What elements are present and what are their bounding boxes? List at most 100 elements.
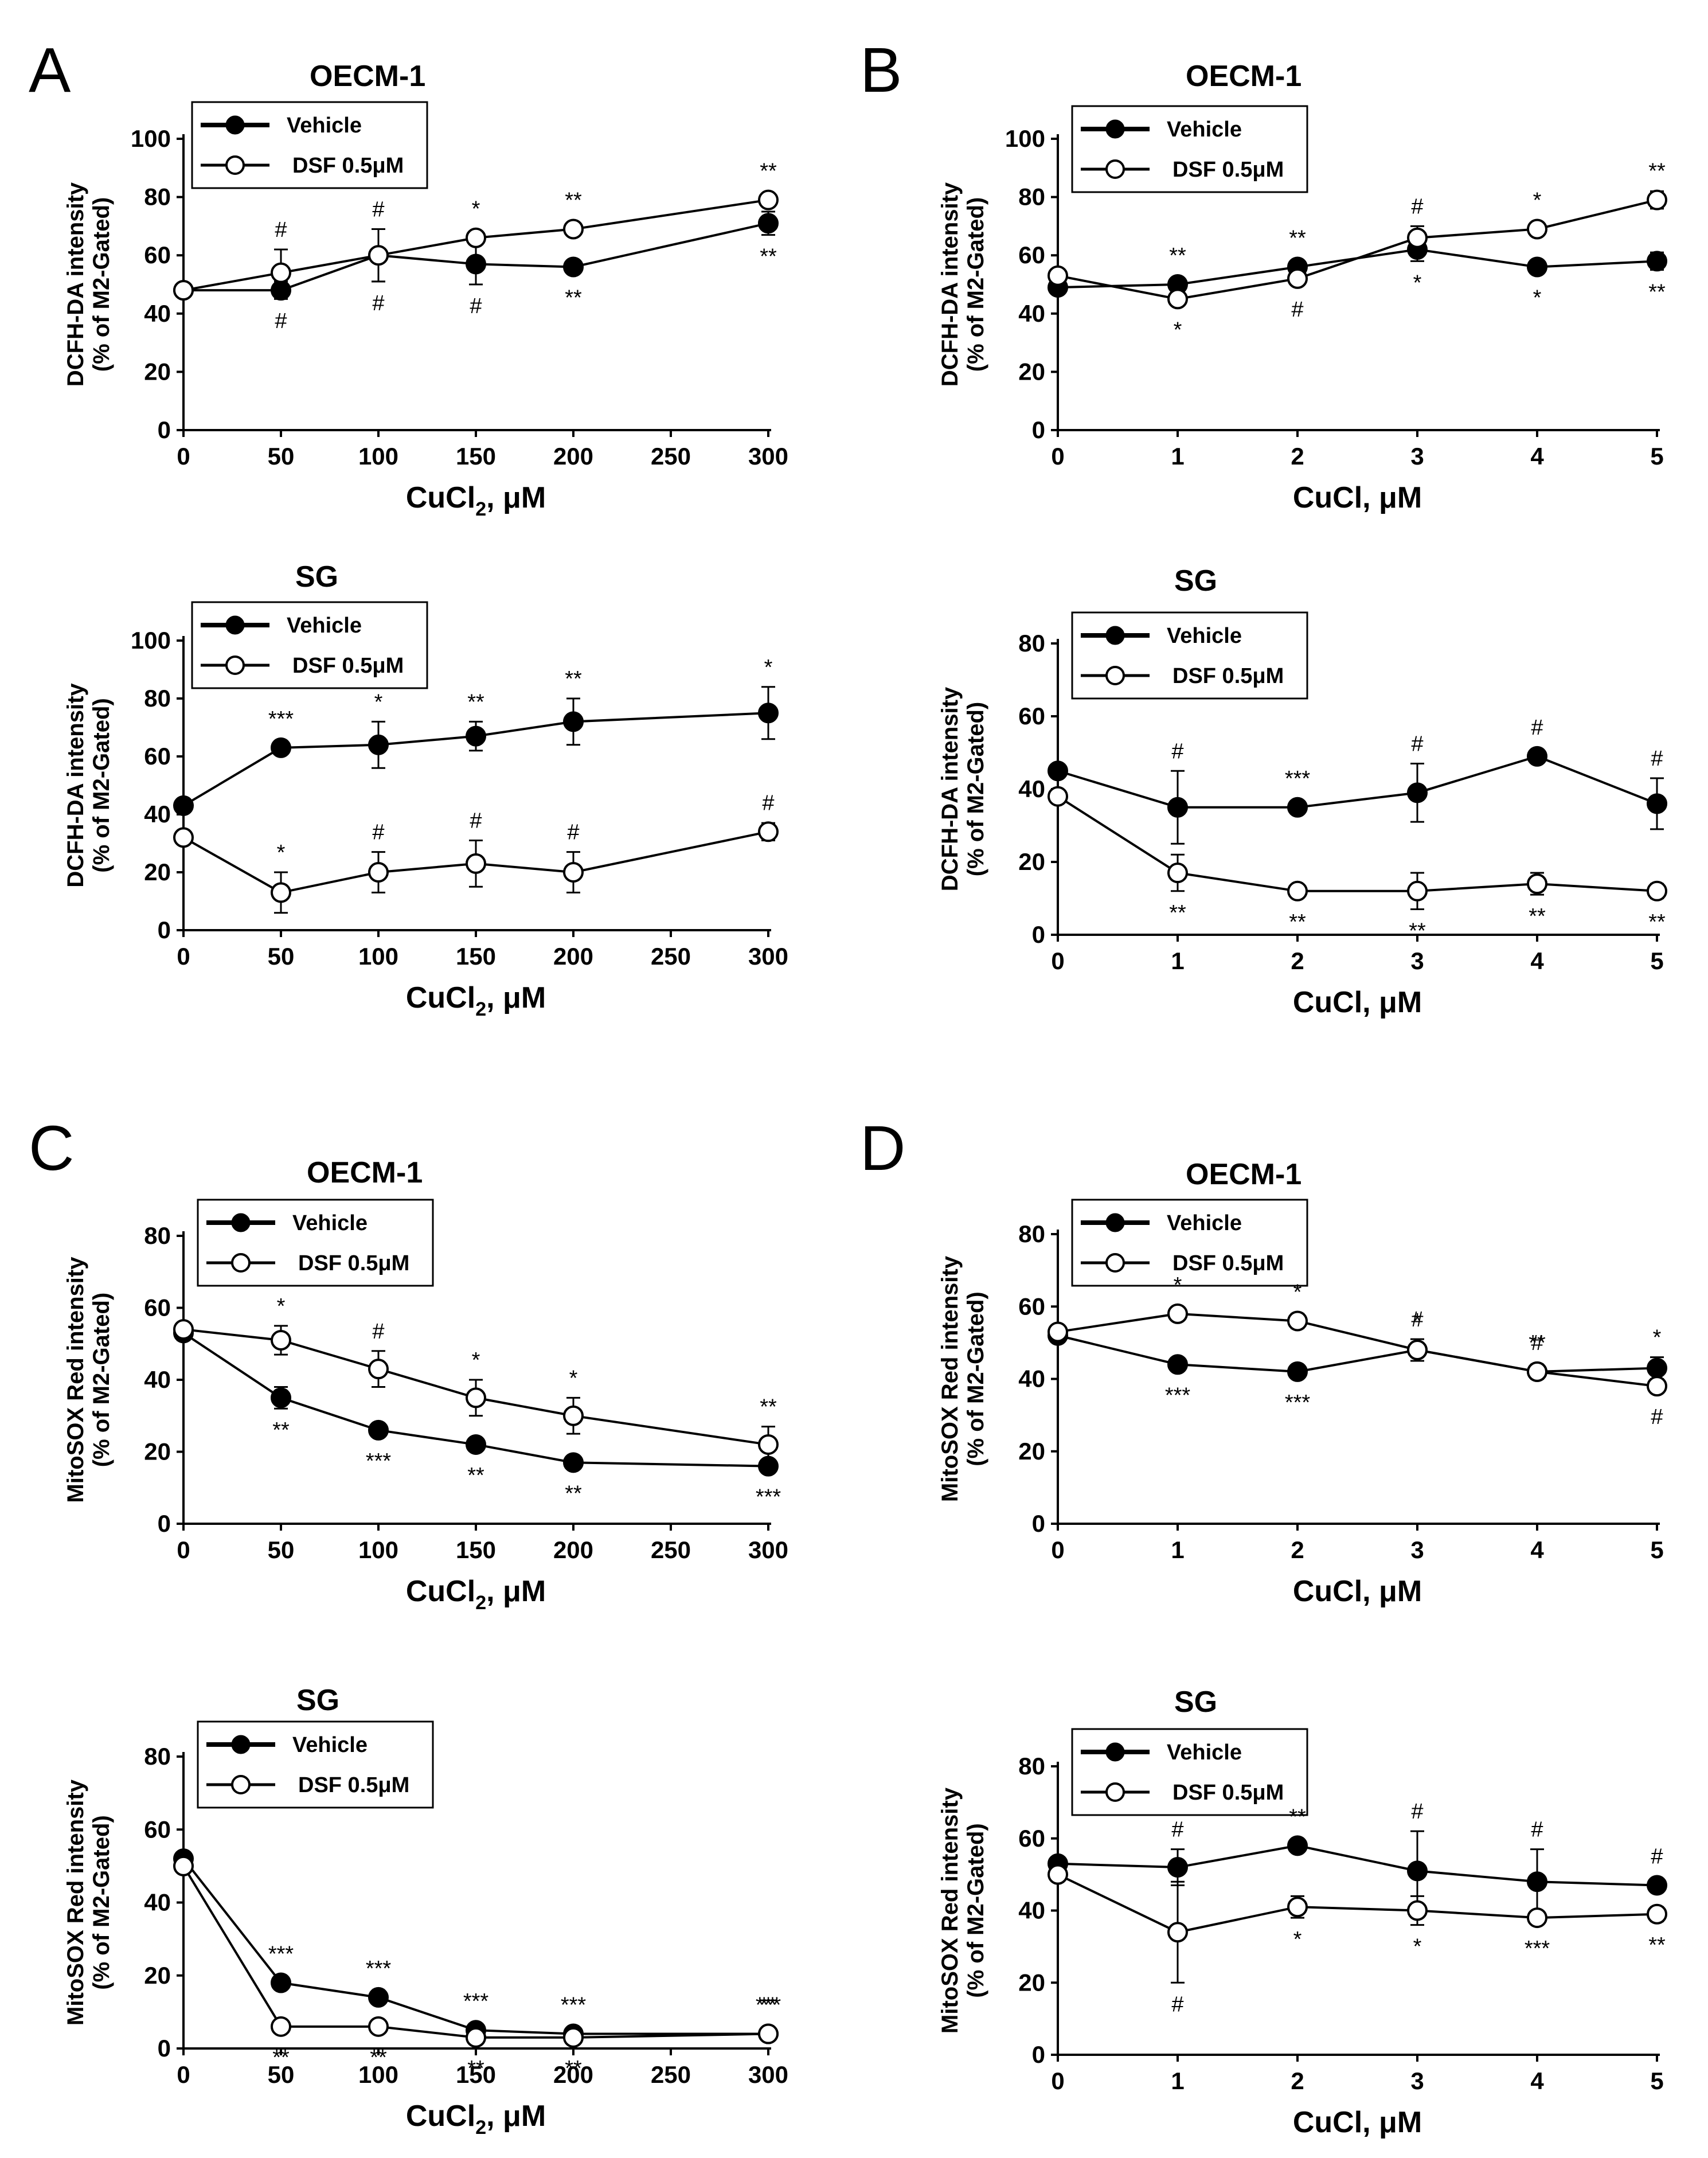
significance-label: * — [764, 655, 773, 680]
y-axis-label: MitoSOX Red intensity — [63, 1256, 88, 1503]
y-tick-label: 100 — [131, 125, 171, 152]
x-tick-label: 5 — [1650, 947, 1663, 974]
significance-label: ** — [1648, 280, 1666, 304]
y-tick-label: 20 — [1018, 1969, 1045, 1996]
x-axis-label-sub: 2 — [475, 2117, 486, 2139]
data-point — [1407, 1860, 1428, 1882]
data-point — [1407, 782, 1428, 803]
legend: Vehicle DSF 0.5μM — [1071, 1728, 1308, 1816]
legend-dsf-label: DSF 0.5μM — [1172, 664, 1284, 688]
significance-label: # — [1411, 194, 1423, 218]
x-axis-label-sub: 2 — [475, 998, 486, 1020]
data-point — [1647, 189, 1667, 210]
data-point — [563, 862, 584, 883]
legend: Vehicle DSF 0.5μM — [1071, 611, 1308, 700]
significance-label: ** — [467, 2056, 484, 2081]
x-tick-label: 1 — [1171, 2067, 1184, 2094]
series-line — [1057, 1873, 1658, 1934]
legend-dsf-marker — [225, 155, 245, 175]
y-tick-label: 0 — [158, 416, 171, 443]
legend-vehicle-marker — [1105, 1742, 1125, 1762]
series-line — [182, 1857, 768, 2035]
legend-dsf-marker — [231, 1253, 251, 1273]
y-tick-label: 20 — [144, 1438, 171, 1465]
series-dsf: * *### — [1048, 1273, 1667, 1429]
y-tick-label: 40 — [144, 801, 171, 828]
significance-label: *** — [268, 707, 294, 731]
y-axis-label: MitoSOX Red intensity — [937, 1255, 963, 1502]
y-tick-label: 20 — [144, 858, 171, 885]
chart-d1: OECM-1 0 20 40 60 80 0 1 2 3 4 5 CuCl, μM MitoSOX Red… — [937, 1158, 1667, 1608]
legend-dsf-label: DSF 0.5μM — [1172, 158, 1284, 182]
chart-title: SG — [1174, 564, 1217, 598]
x-tick-label: 250 — [651, 2061, 691, 2088]
y-tick-label: 0 — [1032, 921, 1045, 948]
significance-label: * — [1653, 1326, 1662, 1350]
series-dsf: *#**** — [173, 1294, 779, 1464]
data-point — [466, 725, 486, 747]
data-point — [1287, 1361, 1308, 1382]
data-point — [563, 2027, 584, 2048]
x-tick-label: 1 — [1171, 1536, 1184, 1563]
x-tick-label: 150 — [456, 1536, 496, 1563]
x-axis-label-main: CuCl, μM — [1293, 2106, 1422, 2139]
y-tick-label: 40 — [1018, 1897, 1045, 1924]
significance-label: # — [470, 294, 482, 318]
x-tick-label: 0 — [1051, 443, 1064, 470]
data-point — [1048, 1321, 1068, 1343]
panel-letter-a: A — [29, 35, 71, 106]
series-vehicle: # *** # # # — [1048, 716, 1667, 845]
significance-label: # — [372, 197, 384, 221]
x-tick-label: 4 — [1530, 1536, 1544, 1563]
legend-vehicle-label: Vehicle — [287, 614, 362, 638]
data-point — [1167, 863, 1188, 884]
data-point — [758, 821, 779, 842]
y-tick-label: 60 — [144, 241, 171, 268]
significance-label: ** — [565, 2056, 582, 2081]
data-point — [1527, 1871, 1547, 1892]
x-tick-label: 4 — [1530, 443, 1544, 470]
chart-title: SG — [296, 1684, 339, 1717]
legend-vehicle-label: Vehicle — [1167, 118, 1242, 142]
x-tick-label: 2 — [1291, 1536, 1304, 1563]
data-point — [1167, 1303, 1188, 1324]
y-tick-label: 0 — [1032, 2041, 1045, 2068]
significance-label: *** — [463, 1989, 489, 2013]
data-point — [173, 795, 194, 816]
panel-letter-d: D — [860, 1113, 905, 1184]
legend-vehicle-marker — [1105, 119, 1125, 139]
legend-dsf-marker — [1105, 1253, 1125, 1273]
significance-label: * — [1413, 271, 1422, 295]
legend: Vehicle DSF 0.5μM — [1071, 105, 1308, 193]
y-axis-label: MitoSOX Red intensity — [63, 1779, 88, 2026]
significance-label: # — [372, 1320, 384, 1344]
y-tick-label: 40 — [144, 1366, 171, 1393]
series-line — [1057, 198, 1658, 301]
x-tick-label: 200 — [553, 443, 593, 470]
significance-label: *** — [1525, 1937, 1550, 1961]
series-dsf: * # # # # — [173, 791, 779, 914]
y-tick-label: 20 — [1018, 1438, 1045, 1465]
y-tick-label: 80 — [1018, 630, 1045, 657]
y-tick-label: 80 — [1018, 184, 1045, 210]
x-axis-label: CuCl2, μM — [406, 481, 546, 520]
significance-label: ** — [1648, 910, 1666, 934]
significance-label: ** — [467, 1464, 484, 1488]
significance-label: * — [1174, 1273, 1182, 1297]
significance-label: *** — [366, 1957, 392, 1981]
legend-vehicle-marker — [1105, 1213, 1125, 1232]
data-point — [1167, 1354, 1188, 1375]
x-tick-label: 1 — [1171, 443, 1184, 470]
x-axis-label-main: CuCl — [406, 481, 475, 514]
significance-label: ** — [370, 2046, 387, 2070]
y-axis-label-unit: (% of M2-Gated) — [963, 702, 988, 876]
data-point — [1048, 265, 1068, 286]
significance-label: ** — [467, 690, 484, 714]
x-axis-label: CuCl2, μM — [406, 1575, 546, 1614]
y-axis-label: DCFH-DA intensity — [63, 182, 88, 387]
significance-label: ** — [272, 1418, 290, 1442]
series-line — [183, 1328, 769, 1446]
y-axis-label-unit: (% of M2-Gated) — [963, 197, 988, 372]
data-point — [466, 853, 486, 874]
